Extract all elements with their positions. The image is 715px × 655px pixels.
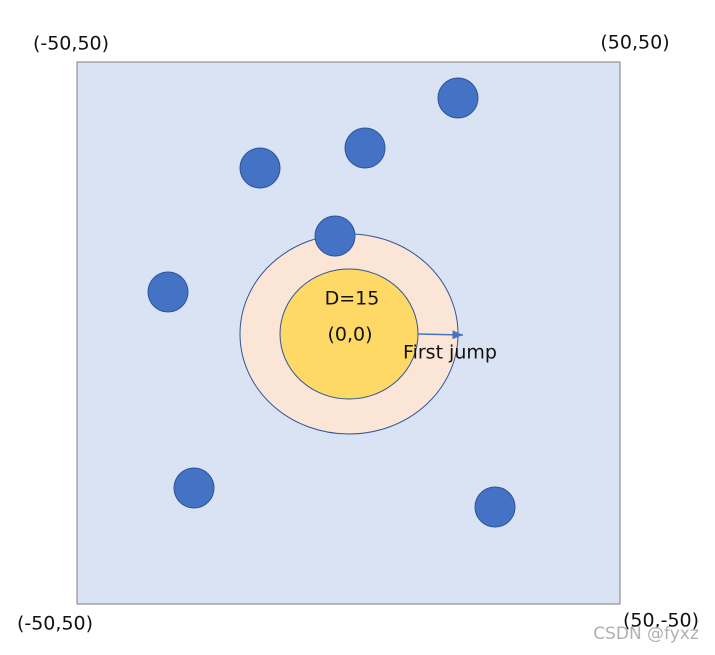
corner-label: (50,-50) (623, 610, 699, 632)
origin-label: (0,0) (327, 324, 372, 346)
corner-label: (-50,50) (17, 613, 93, 635)
crocodile (437, 77, 479, 119)
corner-label: (50,50) (600, 32, 669, 54)
crocodile (344, 127, 386, 169)
arrow-label: First jump (403, 342, 497, 364)
crocodile (314, 215, 356, 257)
crocodile (239, 147, 281, 189)
watermark: CSDN @fyxz (593, 624, 699, 644)
crocodile (147, 271, 189, 313)
crocodile (474, 486, 516, 528)
crocodile (173, 467, 215, 509)
distance-label: D=15 (325, 288, 380, 310)
corner-label: (-50,50) (33, 33, 109, 55)
jump-arrow (417, 330, 464, 340)
